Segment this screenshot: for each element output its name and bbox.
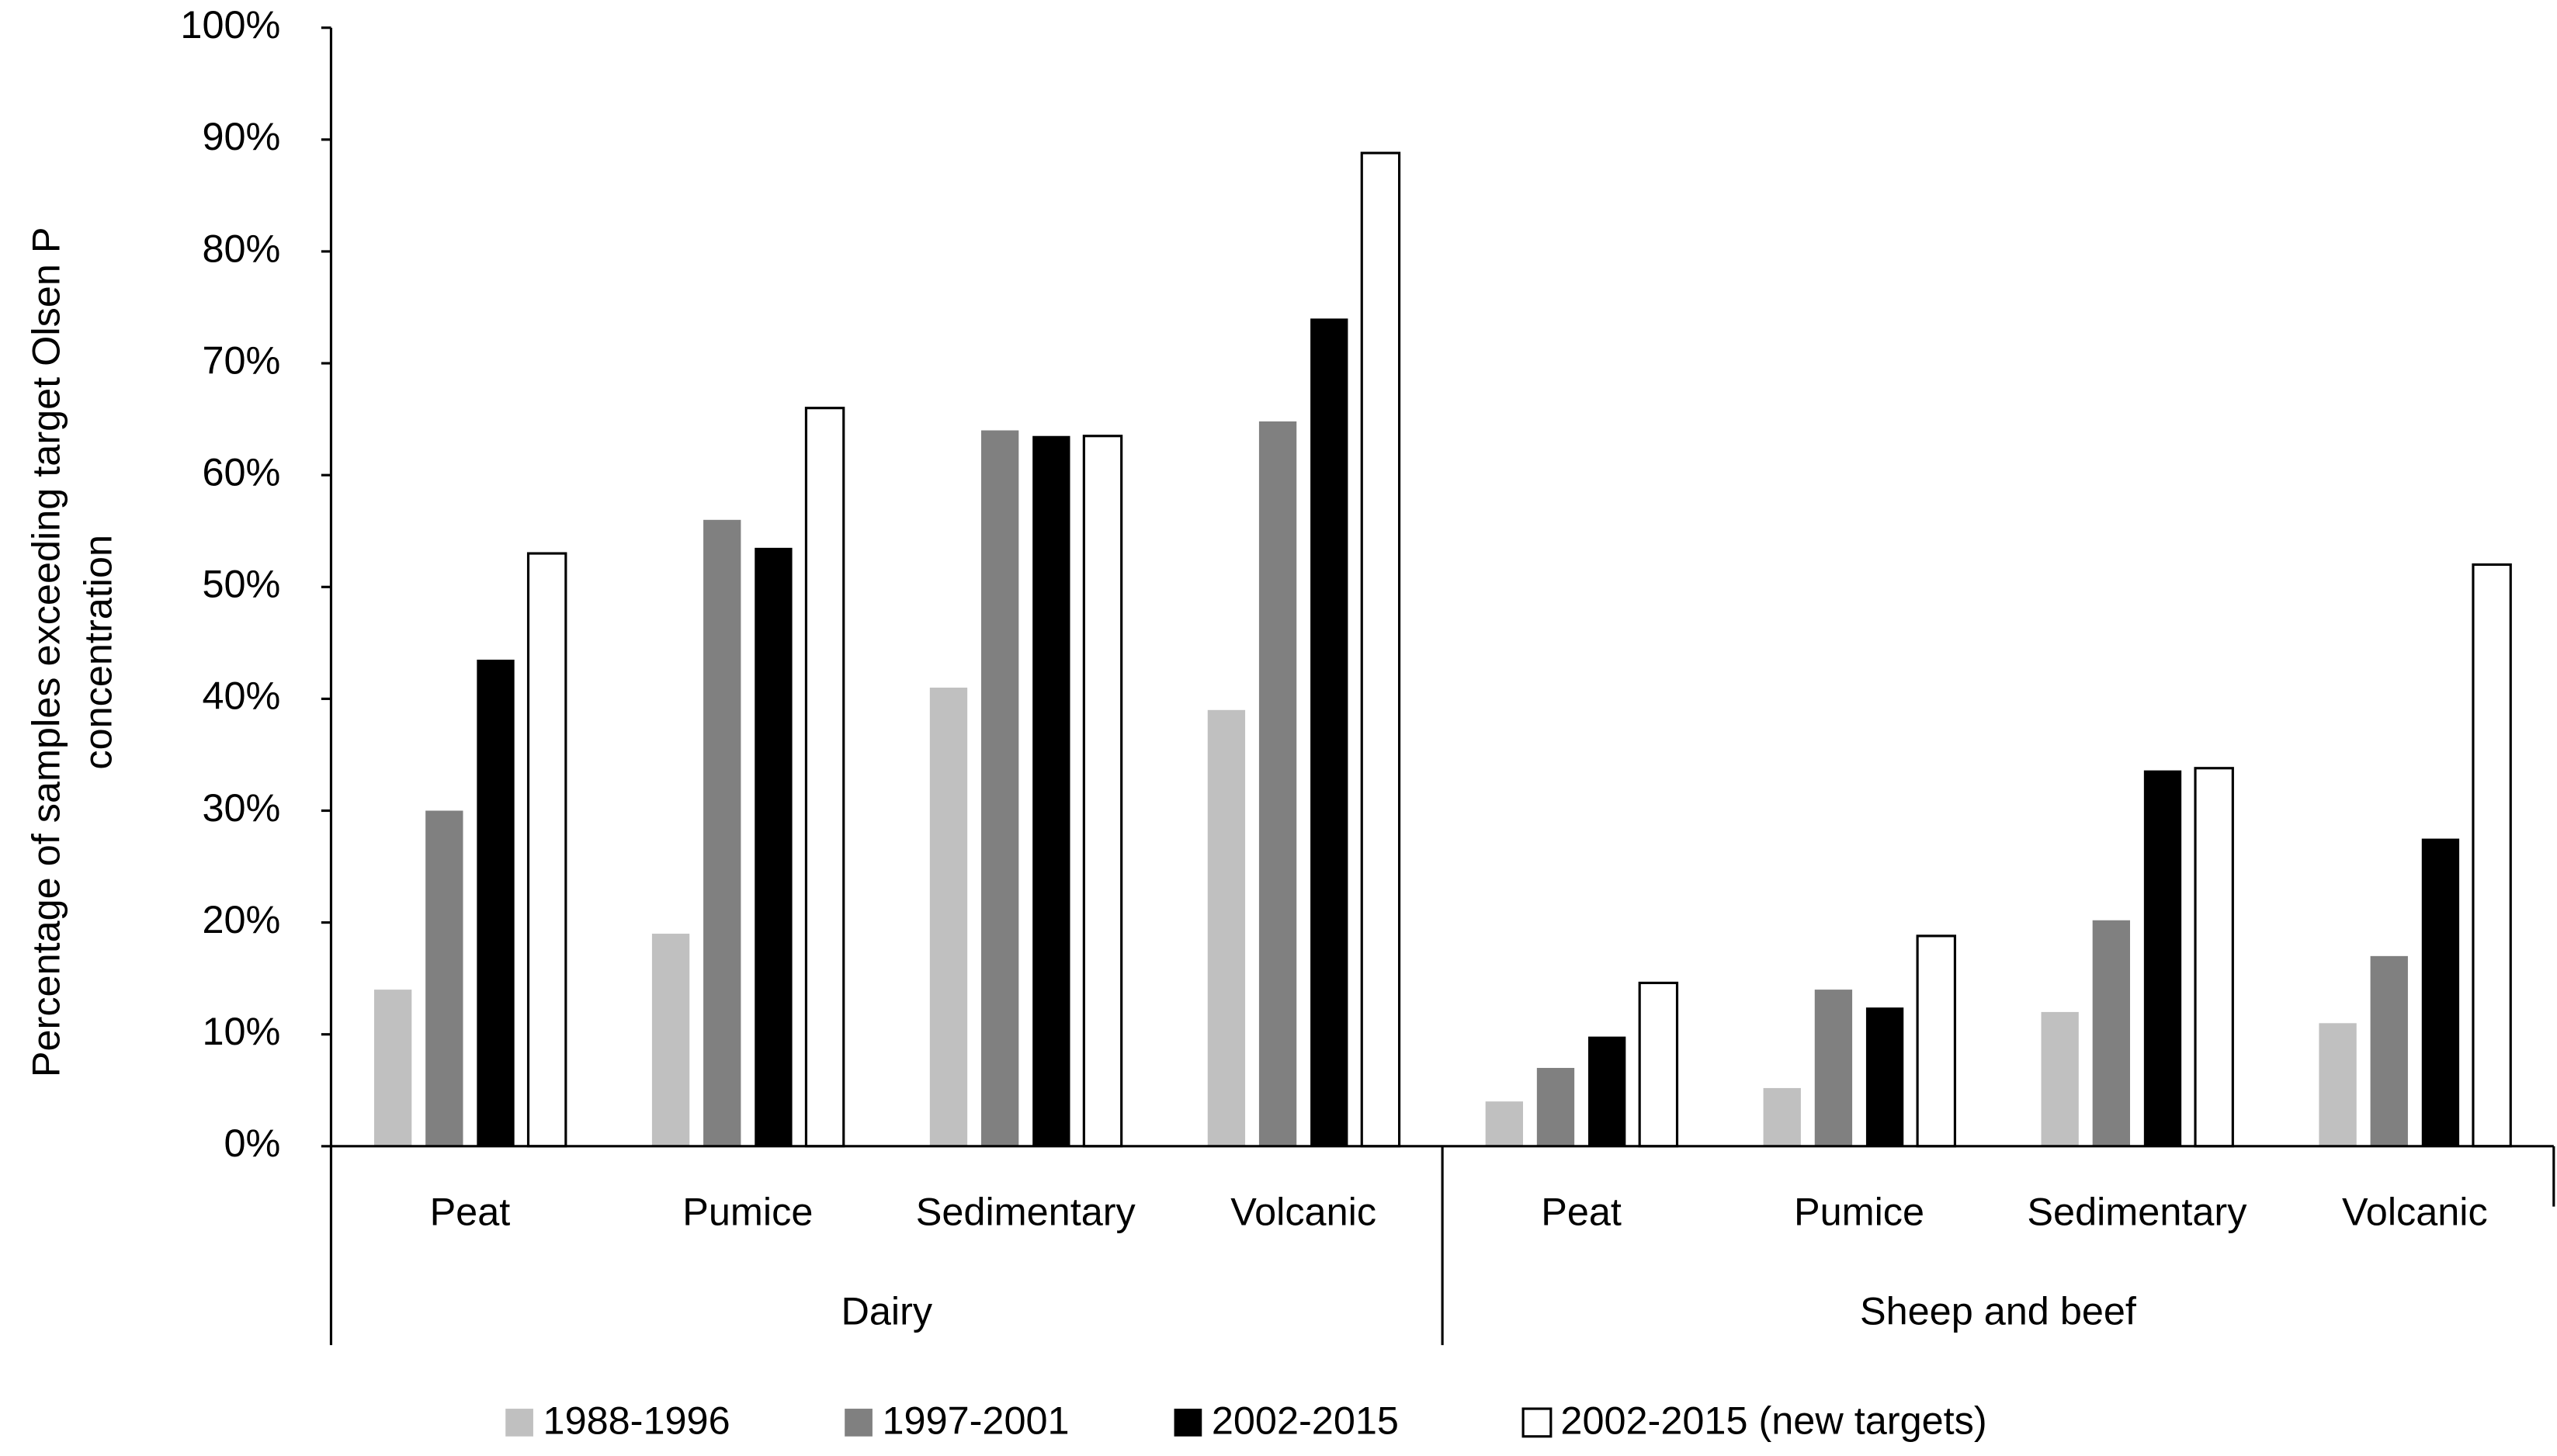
bar <box>755 547 793 1146</box>
y-tick-label: 30% <box>202 785 280 830</box>
x-tick-label: Sedimentary <box>916 1189 1136 1233</box>
y-axis-label: Percentage of samples exceeding target O… <box>23 227 68 1078</box>
x-tick-label: Volcanic <box>1230 1189 1376 1233</box>
bar <box>1032 435 1070 1146</box>
bar <box>651 934 690 1146</box>
bar <box>425 810 463 1146</box>
bar <box>2194 767 2234 1148</box>
y-tick-label: 40% <box>202 674 280 718</box>
bar <box>2092 920 2130 1146</box>
y-tick-label: 100% <box>180 2 280 47</box>
bar <box>1536 1067 1575 1146</box>
bar <box>804 407 845 1148</box>
bar <box>2143 770 2182 1146</box>
y-tick-label: 90% <box>202 114 280 158</box>
bar <box>2041 1011 2079 1146</box>
x-tick-label: Pumice <box>682 1189 813 1233</box>
y-tick-label: 80% <box>202 226 280 270</box>
bar <box>1814 990 1853 1146</box>
x-tick-label: Pumice <box>1794 1189 1924 1233</box>
bar <box>1588 1036 1626 1146</box>
y-axis-label: concentration <box>76 535 120 770</box>
legend-label: 2002-2015 <box>1212 1398 1399 1442</box>
y-tick-label: 20% <box>202 897 280 941</box>
bar <box>2472 563 2512 1148</box>
bar <box>929 687 968 1146</box>
bar <box>1638 981 1679 1148</box>
y-tick-label: 10% <box>202 1009 280 1053</box>
legend-label: 2002-2015 (new targets) <box>1560 1398 1986 1442</box>
bar <box>1485 1101 1523 1146</box>
bar <box>526 552 567 1148</box>
x-tick-label: Peat <box>1541 1189 1622 1233</box>
y-tick-label: 70% <box>202 338 280 382</box>
legend-swatch <box>1521 1407 1553 1438</box>
y-tick-label: 60% <box>202 449 280 494</box>
bar <box>1310 318 1348 1146</box>
bar <box>1360 151 1401 1148</box>
x-tick-label: Sedimentary <box>2027 1189 2247 1233</box>
legend-label: 1997-2001 <box>883 1398 1070 1442</box>
x-tick-label: Volcanic <box>2342 1189 2488 1233</box>
bar <box>2370 955 2408 1146</box>
x-tick-label: Peat <box>430 1189 511 1233</box>
y-tick-label: 50% <box>202 562 280 606</box>
bar <box>2319 1023 2357 1146</box>
bar <box>981 430 1019 1146</box>
legend-swatch <box>845 1409 873 1437</box>
bar <box>1763 1087 1801 1146</box>
bar <box>703 519 741 1146</box>
bar <box>2421 838 2460 1146</box>
legend-label: 1988-1996 <box>543 1398 730 1442</box>
bar <box>1082 435 1123 1148</box>
bar <box>1865 1007 1904 1146</box>
bar <box>477 659 515 1146</box>
bar <box>373 990 412 1146</box>
bar <box>1916 934 1956 1148</box>
bar <box>1258 421 1297 1146</box>
y-tick-label: 0% <box>224 1121 280 1165</box>
group-label: Sheep and beef <box>1860 1289 2137 1333</box>
bar <box>1207 709 1246 1146</box>
legend-swatch <box>505 1409 533 1437</box>
legend-swatch <box>1174 1409 1202 1437</box>
group-label: Dairy <box>841 1289 932 1333</box>
